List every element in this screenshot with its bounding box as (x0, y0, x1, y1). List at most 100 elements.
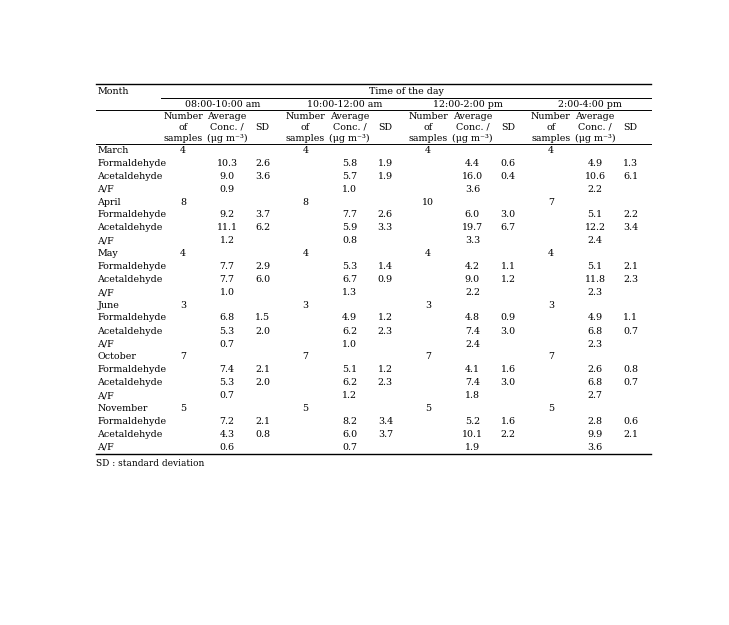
Text: 2.1: 2.1 (255, 365, 270, 374)
Text: 0.8: 0.8 (255, 430, 270, 439)
Text: Formaldehyde: Formaldehyde (98, 210, 166, 219)
Text: 0.8: 0.8 (342, 236, 357, 246)
Text: 6.2: 6.2 (255, 223, 270, 232)
Text: 2.2: 2.2 (588, 185, 603, 194)
Text: Average
Conc. /
(μg m⁻³): Average Conc. / (μg m⁻³) (574, 112, 615, 143)
Text: 7.4: 7.4 (465, 326, 480, 336)
Text: 6.0: 6.0 (255, 275, 270, 284)
Text: 2:00-4:00 pm: 2:00-4:00 pm (558, 100, 622, 109)
Text: 9.9: 9.9 (588, 430, 603, 439)
Text: 5.8: 5.8 (342, 159, 357, 168)
Text: 6.7: 6.7 (342, 275, 357, 284)
Text: 3: 3 (425, 301, 432, 310)
Text: 1.2: 1.2 (342, 391, 357, 400)
Text: 4.9: 4.9 (342, 313, 357, 322)
Text: 2.6: 2.6 (378, 210, 393, 219)
Text: 0.6: 0.6 (219, 442, 235, 452)
Text: SD : standard deviation: SD : standard deviation (95, 459, 204, 468)
Text: 5.3: 5.3 (342, 262, 357, 271)
Text: 5.2: 5.2 (465, 417, 480, 426)
Text: March: March (98, 146, 129, 155)
Text: April: April (98, 198, 121, 206)
Text: 5.1: 5.1 (588, 210, 603, 219)
Text: 10: 10 (422, 198, 434, 206)
Text: 11.1: 11.1 (217, 223, 238, 232)
Text: 12:00-2:00 pm: 12:00-2:00 pm (432, 100, 502, 109)
Text: 2.0: 2.0 (255, 326, 270, 336)
Text: 0.7: 0.7 (219, 339, 235, 349)
Text: 4.8: 4.8 (465, 313, 480, 322)
Text: 4: 4 (303, 249, 308, 258)
Text: 3.4: 3.4 (378, 417, 393, 426)
Text: 1.3: 1.3 (342, 288, 357, 297)
Text: 3: 3 (303, 301, 308, 310)
Text: A/F: A/F (98, 236, 114, 246)
Text: 1.5: 1.5 (255, 313, 270, 322)
Text: 5: 5 (180, 404, 186, 413)
Text: 1.4: 1.4 (378, 262, 393, 271)
Text: 0.8: 0.8 (623, 365, 638, 374)
Text: 1.6: 1.6 (500, 417, 515, 426)
Text: 7: 7 (548, 352, 554, 361)
Text: 3: 3 (180, 301, 186, 310)
Text: 5.9: 5.9 (342, 223, 357, 232)
Text: 2.3: 2.3 (378, 326, 393, 336)
Text: A/F: A/F (98, 339, 114, 349)
Text: SD: SD (501, 123, 515, 132)
Text: 2.3: 2.3 (588, 339, 603, 349)
Text: 0.9: 0.9 (378, 275, 393, 284)
Text: Average
Conc. /
(μg m⁻³): Average Conc. / (μg m⁻³) (330, 112, 370, 143)
Text: 3.3: 3.3 (378, 223, 393, 232)
Text: 4.4: 4.4 (465, 159, 480, 168)
Text: Average
Conc. /
(μg m⁻³): Average Conc. / (μg m⁻³) (452, 112, 493, 143)
Text: 1.2: 1.2 (219, 236, 235, 246)
Text: 2.7: 2.7 (588, 391, 603, 400)
Text: 0.7: 0.7 (623, 326, 638, 336)
Text: 10.3: 10.3 (217, 159, 238, 168)
Text: 4.1: 4.1 (465, 365, 480, 374)
Text: 6.8: 6.8 (219, 313, 235, 322)
Text: 08:00-10:00 am: 08:00-10:00 am (184, 100, 260, 109)
Text: 1.0: 1.0 (219, 288, 235, 297)
Text: 8: 8 (180, 198, 186, 206)
Text: 7.2: 7.2 (219, 417, 235, 426)
Text: 1.2: 1.2 (378, 313, 393, 322)
Text: October: October (98, 352, 136, 361)
Text: 2.2: 2.2 (623, 210, 638, 219)
Text: June: June (98, 301, 120, 310)
Text: 3.4: 3.4 (623, 223, 638, 232)
Text: Number
of
samples: Number of samples (286, 112, 325, 143)
Text: 10:00-12:00 am: 10:00-12:00 am (307, 100, 383, 109)
Text: 7: 7 (180, 352, 186, 361)
Text: 2.2: 2.2 (500, 430, 515, 439)
Text: November: November (98, 404, 148, 413)
Text: 4: 4 (425, 146, 432, 155)
Text: 3.0: 3.0 (500, 210, 515, 219)
Text: 3.0: 3.0 (500, 326, 515, 336)
Text: 6.8: 6.8 (588, 378, 603, 387)
Text: 5: 5 (547, 404, 554, 413)
Text: 2.9: 2.9 (255, 262, 270, 271)
Text: A/F: A/F (98, 442, 114, 452)
Text: 3.6: 3.6 (465, 185, 480, 194)
Text: 3.7: 3.7 (378, 430, 393, 439)
Text: 7.4: 7.4 (219, 365, 235, 374)
Text: 7.7: 7.7 (342, 210, 357, 219)
Text: 2.4: 2.4 (588, 236, 603, 246)
Text: Time of the day: Time of the day (369, 87, 444, 96)
Text: 1.0: 1.0 (342, 185, 357, 194)
Text: 6.8: 6.8 (588, 326, 603, 336)
Text: Acetaldehyde: Acetaldehyde (98, 275, 163, 284)
Text: 4: 4 (425, 249, 432, 258)
Text: 1.3: 1.3 (623, 159, 638, 168)
Text: Formaldehyde: Formaldehyde (98, 159, 166, 168)
Text: Acetaldehyde: Acetaldehyde (98, 326, 163, 336)
Text: Average
Conc. /
(μg m⁻³): Average Conc. / (μg m⁻³) (207, 112, 247, 143)
Text: 3.0: 3.0 (500, 378, 515, 387)
Text: 0.9: 0.9 (219, 185, 235, 194)
Text: SD: SD (623, 123, 638, 132)
Text: 1.6: 1.6 (500, 365, 515, 374)
Text: 1.9: 1.9 (465, 442, 480, 452)
Text: 11.8: 11.8 (585, 275, 606, 284)
Text: 2.0: 2.0 (255, 378, 270, 387)
